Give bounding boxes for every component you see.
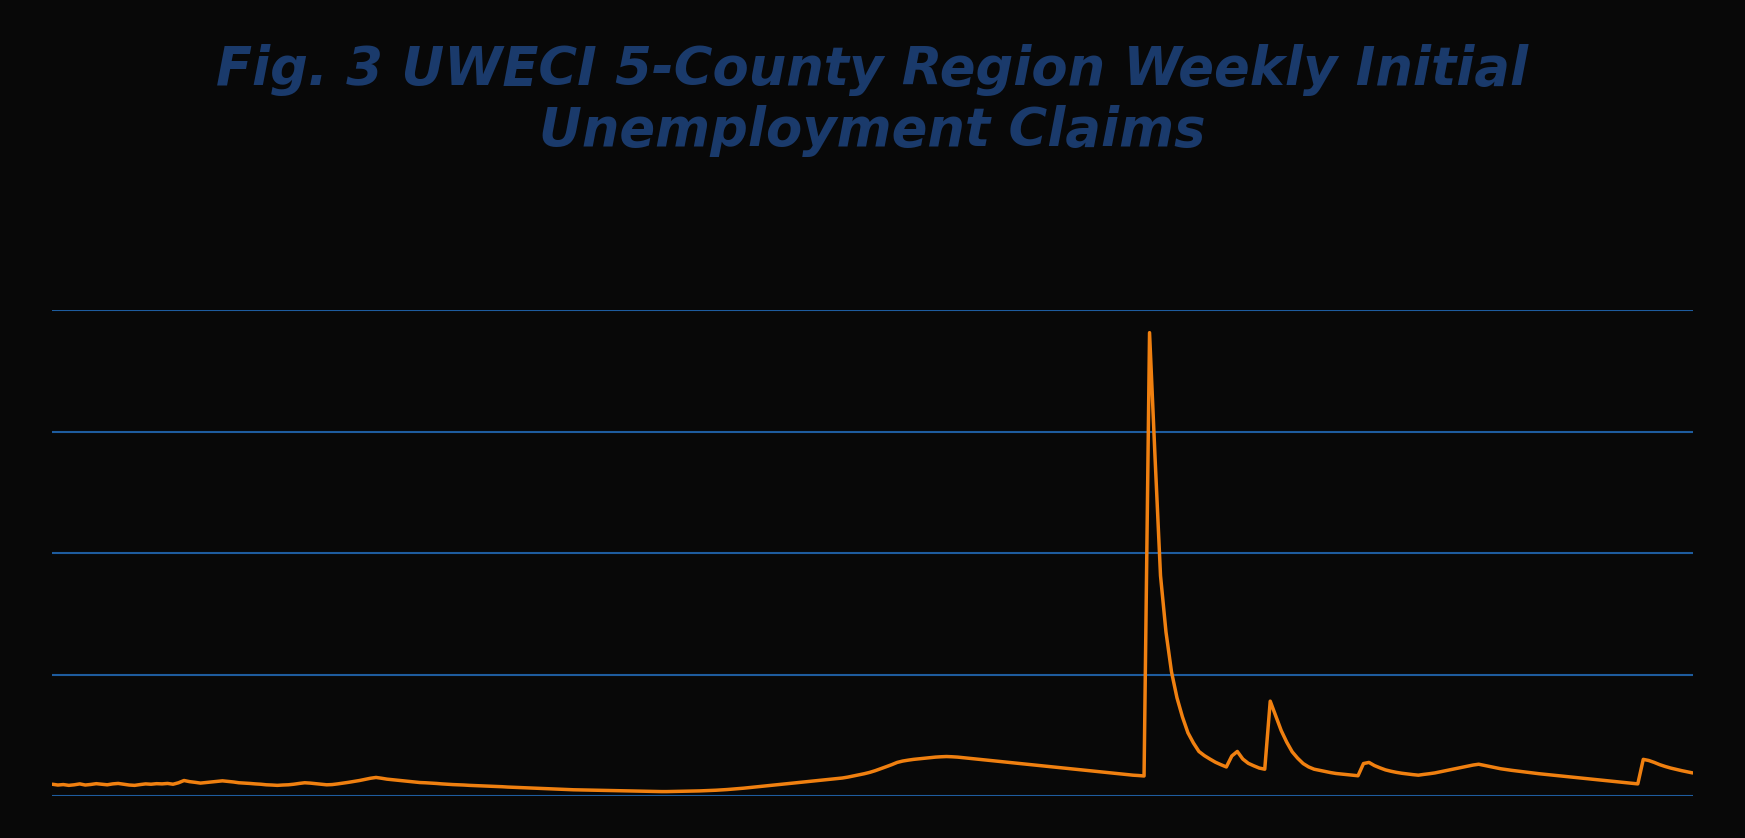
Text: Fig. 3 UWECI 5-County Region Weekly Initial
Unemployment Claims: Fig. 3 UWECI 5-County Region Weekly Init…	[216, 44, 1529, 157]
